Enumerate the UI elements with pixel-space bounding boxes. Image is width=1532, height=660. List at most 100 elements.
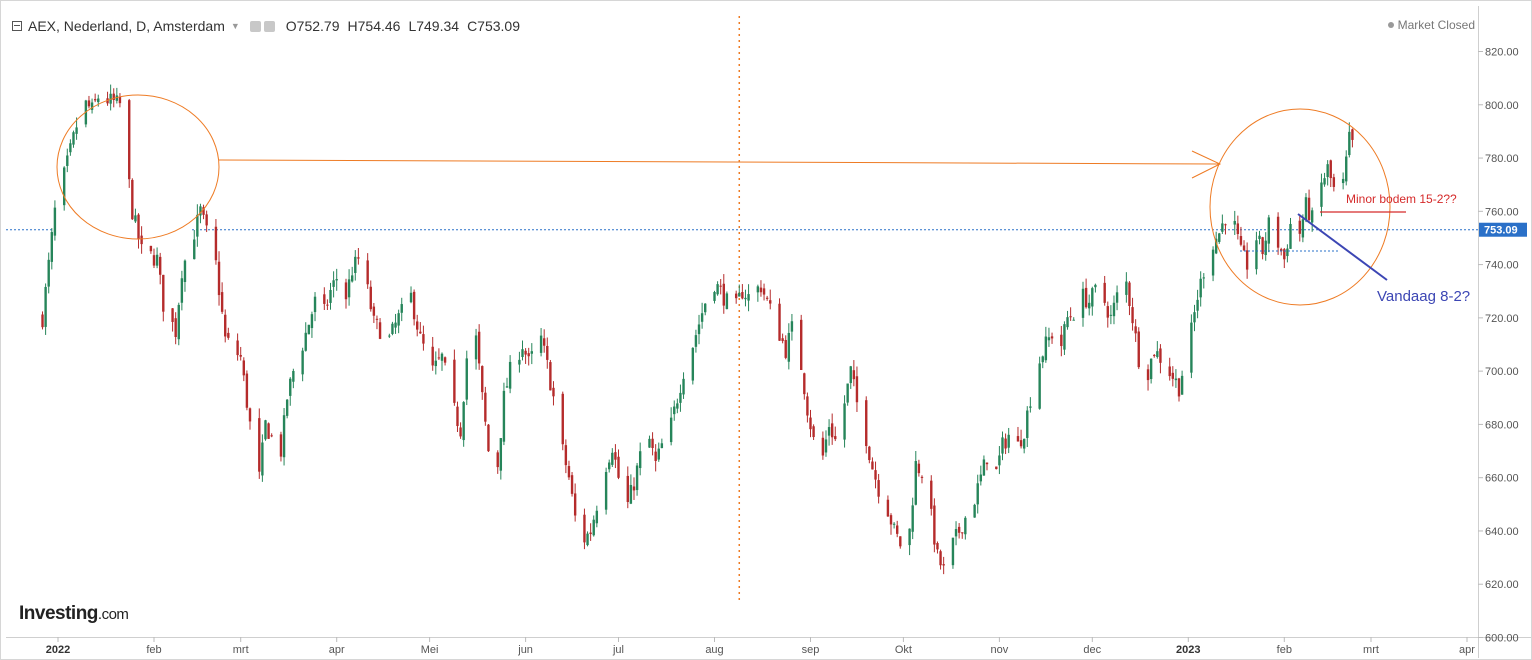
candle-body xyxy=(1060,334,1063,347)
candle-body xyxy=(784,339,787,358)
candle-body xyxy=(502,390,506,442)
candle-body xyxy=(564,445,568,466)
price-tick-label: 600.00 xyxy=(1485,633,1519,645)
price-tick-label: 740.00 xyxy=(1485,260,1519,272)
candle-body xyxy=(459,427,462,437)
candle-body xyxy=(778,303,781,341)
candle-body xyxy=(1168,366,1171,377)
candle-body xyxy=(899,536,902,547)
collapse-icon[interactable] xyxy=(12,21,22,31)
candle-body xyxy=(227,332,230,338)
brand-suffix: .com xyxy=(97,606,129,623)
candle-body xyxy=(152,255,156,266)
candle-body xyxy=(1245,250,1249,270)
candle-body xyxy=(1125,281,1128,295)
candle-body xyxy=(583,514,586,543)
candle-body xyxy=(852,370,856,380)
candle-body xyxy=(936,543,939,550)
candle-body xyxy=(487,424,490,452)
candle-body xyxy=(1218,233,1221,242)
candle-body xyxy=(180,278,184,303)
candle-body xyxy=(289,378,292,396)
candle-body xyxy=(214,226,218,261)
candle-body xyxy=(270,435,273,437)
candle-body xyxy=(871,461,874,470)
candle-body xyxy=(391,323,394,334)
candle-body xyxy=(431,346,434,366)
candle-body xyxy=(242,360,246,376)
candle-body xyxy=(1196,299,1199,311)
candle-body xyxy=(1348,131,1351,156)
time-tick-label: jul xyxy=(612,644,624,656)
candle-body xyxy=(155,254,159,266)
candle-body xyxy=(1001,437,1004,454)
candle-body xyxy=(183,260,187,282)
candle-body xyxy=(976,483,979,505)
candle-body xyxy=(149,245,153,252)
candle-body xyxy=(1044,336,1048,361)
candle-body xyxy=(995,466,998,470)
candle-body xyxy=(1214,238,1218,254)
candle-body xyxy=(669,417,673,443)
time-tick-label: apr xyxy=(329,644,345,656)
candle-body xyxy=(326,304,329,306)
candle-body xyxy=(174,318,177,337)
instrument-title[interactable]: AEX, Nederland, D, Amsterdam xyxy=(28,18,225,34)
candle-body xyxy=(134,215,137,222)
candle-body xyxy=(239,355,242,357)
candle-body xyxy=(1171,372,1175,379)
candle-body xyxy=(1019,440,1023,447)
candle-body xyxy=(1174,378,1178,381)
candle-body xyxy=(44,286,47,327)
close-value: C753.09 xyxy=(467,18,520,34)
candle-body xyxy=(570,475,574,494)
candle-body xyxy=(202,207,205,215)
candle-body xyxy=(496,452,499,468)
candle-body xyxy=(1084,287,1088,308)
investing-logo: Investing.com xyxy=(19,603,129,625)
candle-body xyxy=(158,256,162,275)
candle-body xyxy=(419,331,422,334)
candle-body xyxy=(196,214,199,237)
candle-body xyxy=(713,292,716,301)
candle-body xyxy=(800,319,803,371)
candle-body xyxy=(1081,288,1085,318)
price-tick-label: 700.00 xyxy=(1485,366,1519,378)
candle-body xyxy=(1146,369,1150,381)
candle-body xyxy=(443,357,447,363)
candle-body xyxy=(1022,438,1026,449)
candle-body xyxy=(821,437,825,456)
chevron-down-icon[interactable]: ▼ xyxy=(230,21,240,31)
candle-body xyxy=(964,517,967,535)
gear-icon[interactable] xyxy=(249,20,261,32)
candle-body xyxy=(508,361,512,389)
candle-body xyxy=(920,476,924,478)
candle-body xyxy=(586,533,589,546)
trend-line xyxy=(1297,213,1388,281)
candle-body xyxy=(567,466,571,478)
candle-body xyxy=(344,282,348,300)
market-status: Market Closed xyxy=(1387,18,1475,32)
candle-body xyxy=(518,359,521,365)
candle-body xyxy=(505,386,509,388)
settings-icon[interactable] xyxy=(263,20,275,32)
candle-body xyxy=(592,519,595,536)
time-tick-label: jun xyxy=(517,644,533,656)
candle-body xyxy=(676,403,679,409)
candle-body xyxy=(1004,438,1007,449)
minor-bottom-label: Minor bodem 15-2?? xyxy=(1346,192,1457,206)
candle-body xyxy=(409,292,413,303)
candle-body xyxy=(933,505,936,545)
candle-body xyxy=(1180,375,1184,395)
candle-body xyxy=(998,455,1001,466)
candle-body xyxy=(725,293,729,310)
candle-body xyxy=(388,335,391,337)
candle-body xyxy=(499,438,503,471)
candle-body xyxy=(465,358,468,400)
candle-body xyxy=(292,370,295,382)
price-tick-label: 720.00 xyxy=(1485,313,1519,325)
candle-body xyxy=(310,314,314,329)
candle-body xyxy=(654,451,657,461)
candle-body xyxy=(258,418,261,472)
